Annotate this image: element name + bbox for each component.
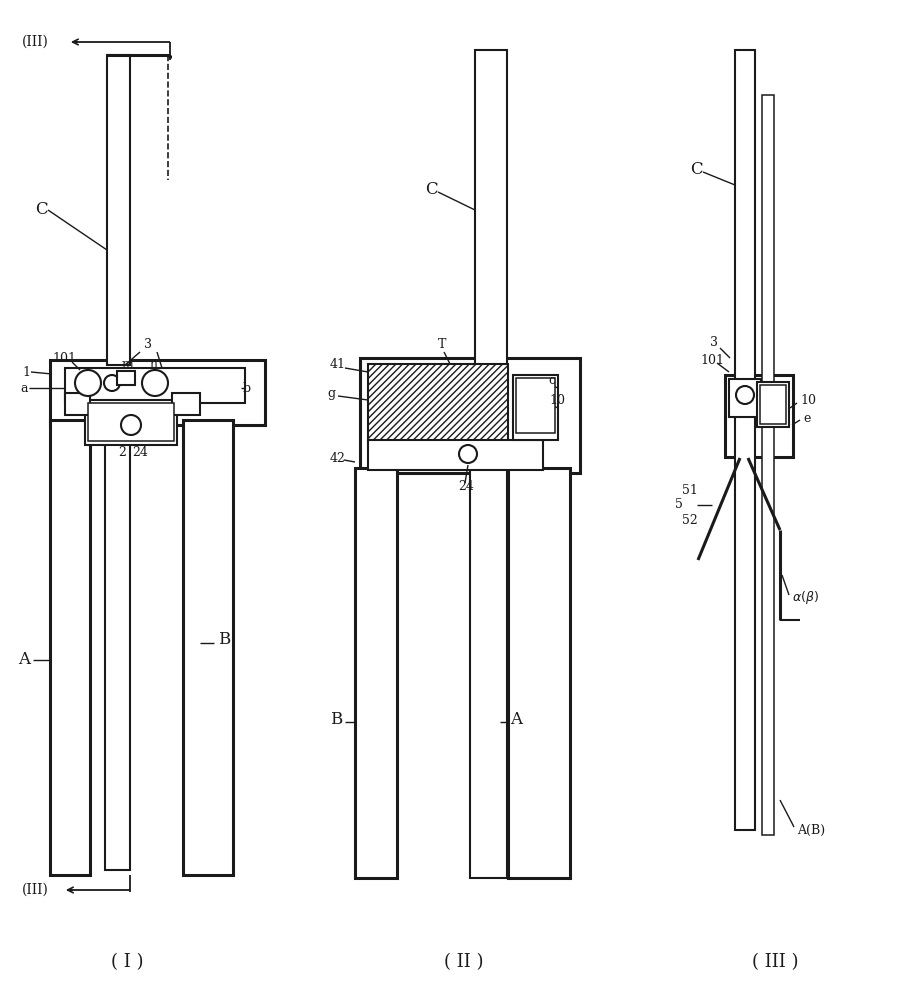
Bar	[762, 95, 774, 835]
Text: 2: 2	[118, 446, 125, 458]
Text: a: a	[20, 381, 27, 394]
Bar	[65, 368, 245, 403]
Text: C: C	[35, 202, 48, 219]
Text: B: B	[330, 712, 343, 728]
Bar	[50, 360, 265, 425]
Circle shape	[142, 370, 168, 396]
Bar	[85, 400, 177, 445]
Bar	[360, 358, 580, 473]
Bar	[508, 468, 570, 878]
Text: e: e	[803, 412, 811, 424]
Text: b: b	[243, 381, 251, 394]
Text: 52: 52	[682, 514, 698, 526]
Text: 3: 3	[144, 338, 152, 352]
Text: 10: 10	[549, 393, 565, 406]
Bar	[757, 382, 789, 427]
Bar	[513, 375, 558, 440]
Text: T: T	[438, 338, 446, 352]
Text: ( I ): ( I )	[111, 953, 143, 971]
Text: 3: 3	[710, 336, 718, 350]
Bar	[470, 468, 507, 878]
Text: 42: 42	[330, 452, 346, 464]
Text: 101: 101	[52, 352, 76, 364]
Circle shape	[736, 386, 754, 404]
Circle shape	[459, 445, 477, 463]
Text: 51: 51	[682, 484, 698, 496]
Bar	[368, 440, 543, 470]
Bar	[50, 420, 90, 875]
Bar	[117, 371, 135, 385]
Text: c: c	[548, 373, 555, 386]
Text: m: m	[122, 359, 134, 371]
Text: 5: 5	[675, 498, 682, 512]
Text: g: g	[327, 386, 335, 399]
Text: A: A	[18, 652, 30, 668]
Bar	[88, 403, 174, 441]
Text: $\alpha(\beta)$: $\alpha(\beta)$	[792, 589, 819, 606]
Text: 1: 1	[22, 365, 30, 378]
Bar	[475, 50, 507, 365]
Circle shape	[104, 375, 120, 391]
Bar	[107, 55, 130, 365]
Text: 41: 41	[330, 359, 346, 371]
Text: ( II ): ( II )	[444, 953, 484, 971]
Text: A(B): A(B)	[797, 824, 825, 836]
Text: 24: 24	[458, 481, 474, 493]
Text: C: C	[690, 161, 703, 178]
Text: 101: 101	[700, 354, 724, 366]
Bar	[516, 378, 555, 433]
Text: (III): (III)	[22, 35, 49, 49]
Text: ( III ): ( III )	[752, 953, 798, 971]
Bar	[725, 375, 793, 457]
Text: n: n	[150, 359, 158, 371]
Text: 10: 10	[800, 393, 816, 406]
Text: 24: 24	[132, 446, 147, 458]
Bar	[172, 393, 200, 415]
Text: C: C	[425, 182, 438, 198]
Text: (III): (III)	[22, 883, 49, 897]
Bar	[368, 364, 508, 442]
Bar	[105, 430, 130, 870]
Text: A: A	[510, 712, 522, 728]
Bar	[183, 420, 233, 875]
Circle shape	[75, 370, 101, 396]
Bar	[355, 468, 397, 878]
Bar	[65, 393, 90, 415]
Text: B: B	[218, 632, 230, 648]
Circle shape	[121, 415, 141, 435]
Bar	[729, 379, 761, 417]
Bar	[760, 385, 786, 424]
Bar	[735, 50, 755, 830]
